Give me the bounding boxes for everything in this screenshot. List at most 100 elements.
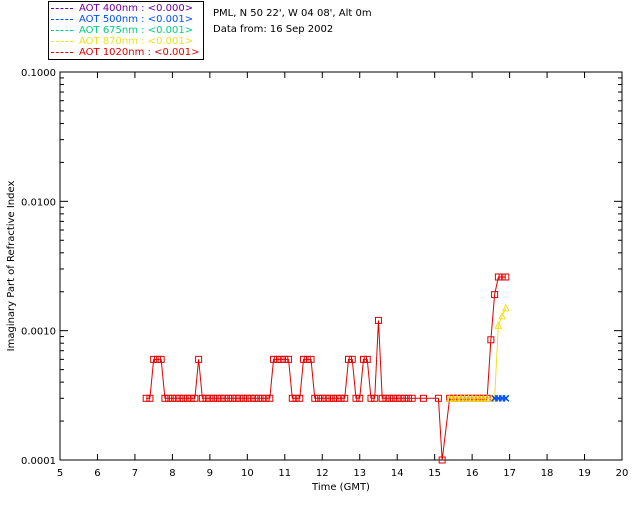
data-point bbox=[344, 355, 352, 363]
data-point bbox=[393, 394, 401, 402]
data-point bbox=[498, 273, 506, 281]
x-tick-label: 5 bbox=[57, 468, 63, 479]
data-point bbox=[438, 456, 446, 464]
data-point bbox=[371, 394, 379, 402]
data-point bbox=[498, 311, 506, 320]
data-point bbox=[210, 394, 218, 402]
data-point bbox=[453, 394, 461, 402]
data-point bbox=[359, 355, 367, 363]
legend-label: AOT 1020nm : <0.001> bbox=[79, 47, 200, 58]
data-point bbox=[502, 394, 510, 402]
x-tick-label: 9 bbox=[207, 468, 213, 479]
data-point bbox=[281, 355, 289, 363]
data-point bbox=[315, 394, 323, 402]
x-tick-label: 16 bbox=[466, 468, 479, 479]
data-point bbox=[487, 336, 495, 344]
plot-frame bbox=[59, 71, 623, 461]
x-tick-label: 19 bbox=[578, 468, 591, 479]
legend-swatch bbox=[51, 51, 73, 53]
data-point bbox=[475, 394, 484, 402]
site-info: PML, N 50 22', W 04 08', Alt 0m Data fro… bbox=[213, 6, 372, 38]
data-point bbox=[382, 394, 390, 402]
x-tick-label: 14 bbox=[391, 468, 404, 479]
data-point bbox=[187, 394, 195, 402]
site-location: PML, N 50 22', W 04 08', Alt 0m bbox=[213, 8, 372, 19]
data-point bbox=[337, 394, 345, 402]
x-tick-label: 10 bbox=[241, 468, 254, 479]
data-point bbox=[401, 394, 409, 402]
data-point bbox=[303, 355, 311, 363]
data-point bbox=[449, 394, 458, 402]
data-point bbox=[479, 394, 488, 402]
data-point bbox=[202, 394, 210, 402]
data-point bbox=[288, 394, 296, 402]
data-point bbox=[198, 394, 206, 402]
data-point bbox=[183, 394, 191, 402]
data-point bbox=[153, 355, 161, 363]
data-point bbox=[266, 394, 274, 402]
data-point bbox=[232, 394, 240, 402]
data-point bbox=[161, 394, 169, 402]
data-point bbox=[483, 394, 491, 402]
data-point bbox=[333, 394, 341, 402]
data-point bbox=[142, 394, 150, 402]
data-point bbox=[363, 355, 371, 363]
data-point bbox=[146, 394, 154, 402]
data-point bbox=[195, 355, 203, 363]
data-point bbox=[502, 273, 510, 281]
y-tick-label: 0.1000 bbox=[21, 68, 56, 79]
legend-item-400nm: AOT 400nm : <0.000> bbox=[51, 3, 193, 14]
data-point bbox=[445, 394, 454, 402]
data-point bbox=[217, 394, 225, 402]
data-date: Data from: 16 Sep 2002 bbox=[213, 24, 334, 35]
data-point bbox=[311, 394, 319, 402]
data-point bbox=[247, 394, 255, 402]
legend-swatch bbox=[51, 18, 73, 20]
data-point bbox=[285, 355, 293, 363]
data-point bbox=[386, 394, 394, 402]
x-tick-label: 15 bbox=[428, 468, 441, 479]
legend: AOT 400nm : <0.000> AOT 500nm : <0.001> … bbox=[48, 1, 204, 60]
data-point bbox=[240, 394, 248, 402]
data-point bbox=[225, 394, 233, 402]
data-point bbox=[243, 394, 251, 402]
data-point bbox=[322, 394, 330, 402]
data-point bbox=[273, 355, 281, 363]
legend-swatch bbox=[51, 7, 73, 9]
legend-item-1020nm: AOT 1020nm : <0.001> bbox=[51, 47, 199, 58]
data-point bbox=[176, 394, 184, 402]
data-point bbox=[494, 321, 503, 329]
data-point bbox=[292, 394, 300, 402]
data-point bbox=[165, 394, 173, 402]
data-point bbox=[404, 394, 412, 402]
data-point bbox=[491, 291, 499, 299]
x-tick-label: 20 bbox=[616, 468, 629, 479]
data-point bbox=[352, 394, 360, 402]
x-tick-label: 6 bbox=[94, 468, 100, 479]
data-point bbox=[236, 394, 244, 402]
x-tick-label: 7 bbox=[132, 468, 138, 479]
data-point bbox=[472, 394, 480, 402]
data-point bbox=[408, 394, 416, 402]
x-tick-label: 11 bbox=[278, 468, 291, 479]
data-point bbox=[300, 355, 308, 363]
data-point bbox=[502, 303, 510, 312]
data-point bbox=[251, 394, 259, 402]
data-point bbox=[206, 394, 214, 402]
data-point bbox=[457, 394, 465, 402]
legend-swatch bbox=[51, 40, 73, 42]
data-point bbox=[168, 394, 176, 402]
data-point bbox=[460, 394, 469, 402]
y-axis-label: Imaginary Part of Refractive Index bbox=[6, 181, 17, 352]
data-point bbox=[270, 355, 278, 363]
data-point bbox=[326, 394, 334, 402]
data-point bbox=[255, 394, 263, 402]
legend-item-870nm: AOT 870nm : <0.001> bbox=[51, 36, 193, 47]
data-point bbox=[468, 394, 476, 402]
data-point bbox=[180, 394, 188, 402]
data-point bbox=[374, 316, 382, 324]
data-point bbox=[191, 394, 199, 402]
y-tick-label: 0.0100 bbox=[21, 197, 56, 208]
data-point bbox=[296, 394, 304, 402]
